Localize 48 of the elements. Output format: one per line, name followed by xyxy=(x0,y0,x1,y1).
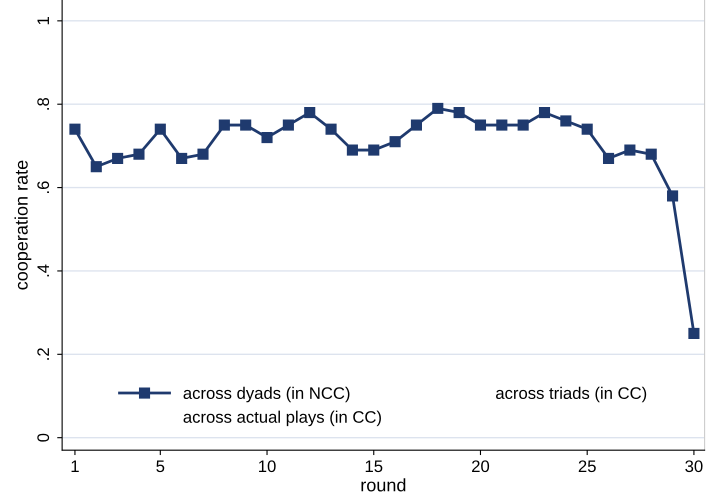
x-tick-label: 1 xyxy=(72,460,79,472)
point xyxy=(133,148,145,160)
point xyxy=(688,328,700,340)
point xyxy=(496,119,508,131)
y-tick-label: 0 xyxy=(37,434,50,442)
legend-label: across dyads (in NCC) xyxy=(184,386,350,402)
y-tick-label: .4 xyxy=(37,264,49,276)
point xyxy=(667,190,678,202)
y-tick-label: .2 xyxy=(37,348,49,360)
point xyxy=(410,119,422,131)
text: across triads (in CC) xyxy=(496,386,646,402)
point xyxy=(518,119,529,131)
x-axis-title: round xyxy=(361,478,406,492)
point xyxy=(602,152,614,164)
point xyxy=(197,148,209,160)
point xyxy=(646,148,657,160)
point xyxy=(368,144,380,156)
point xyxy=(154,124,166,135)
x-tick-label: 20 xyxy=(472,460,490,472)
point xyxy=(304,106,316,118)
point xyxy=(112,152,124,164)
point xyxy=(69,124,80,135)
x-tick-label: 10 xyxy=(259,460,276,472)
point xyxy=(390,136,401,148)
point xyxy=(282,119,294,131)
point xyxy=(176,152,188,164)
point xyxy=(240,119,252,131)
y-tick-label: .6 xyxy=(37,181,50,194)
point xyxy=(454,106,465,118)
point xyxy=(90,161,102,172)
x-tick-label: 5 xyxy=(156,460,164,472)
point xyxy=(346,144,358,156)
y-tick-label: 1 xyxy=(37,17,49,24)
x-tick-label: 30 xyxy=(685,460,703,472)
point xyxy=(432,102,444,114)
point xyxy=(474,119,486,131)
point xyxy=(560,115,572,126)
x-tick-label: 25 xyxy=(578,460,596,472)
y-axis-title: cooperation rate xyxy=(14,160,32,290)
point xyxy=(218,119,230,131)
y-tick-label: .8 xyxy=(37,98,50,110)
point xyxy=(261,132,273,144)
point xyxy=(582,124,593,135)
point xyxy=(326,124,337,135)
point xyxy=(624,144,636,156)
x-tick-label: 15 xyxy=(366,460,382,472)
point xyxy=(538,106,550,118)
text: across actual plays (in CC) xyxy=(184,410,381,426)
